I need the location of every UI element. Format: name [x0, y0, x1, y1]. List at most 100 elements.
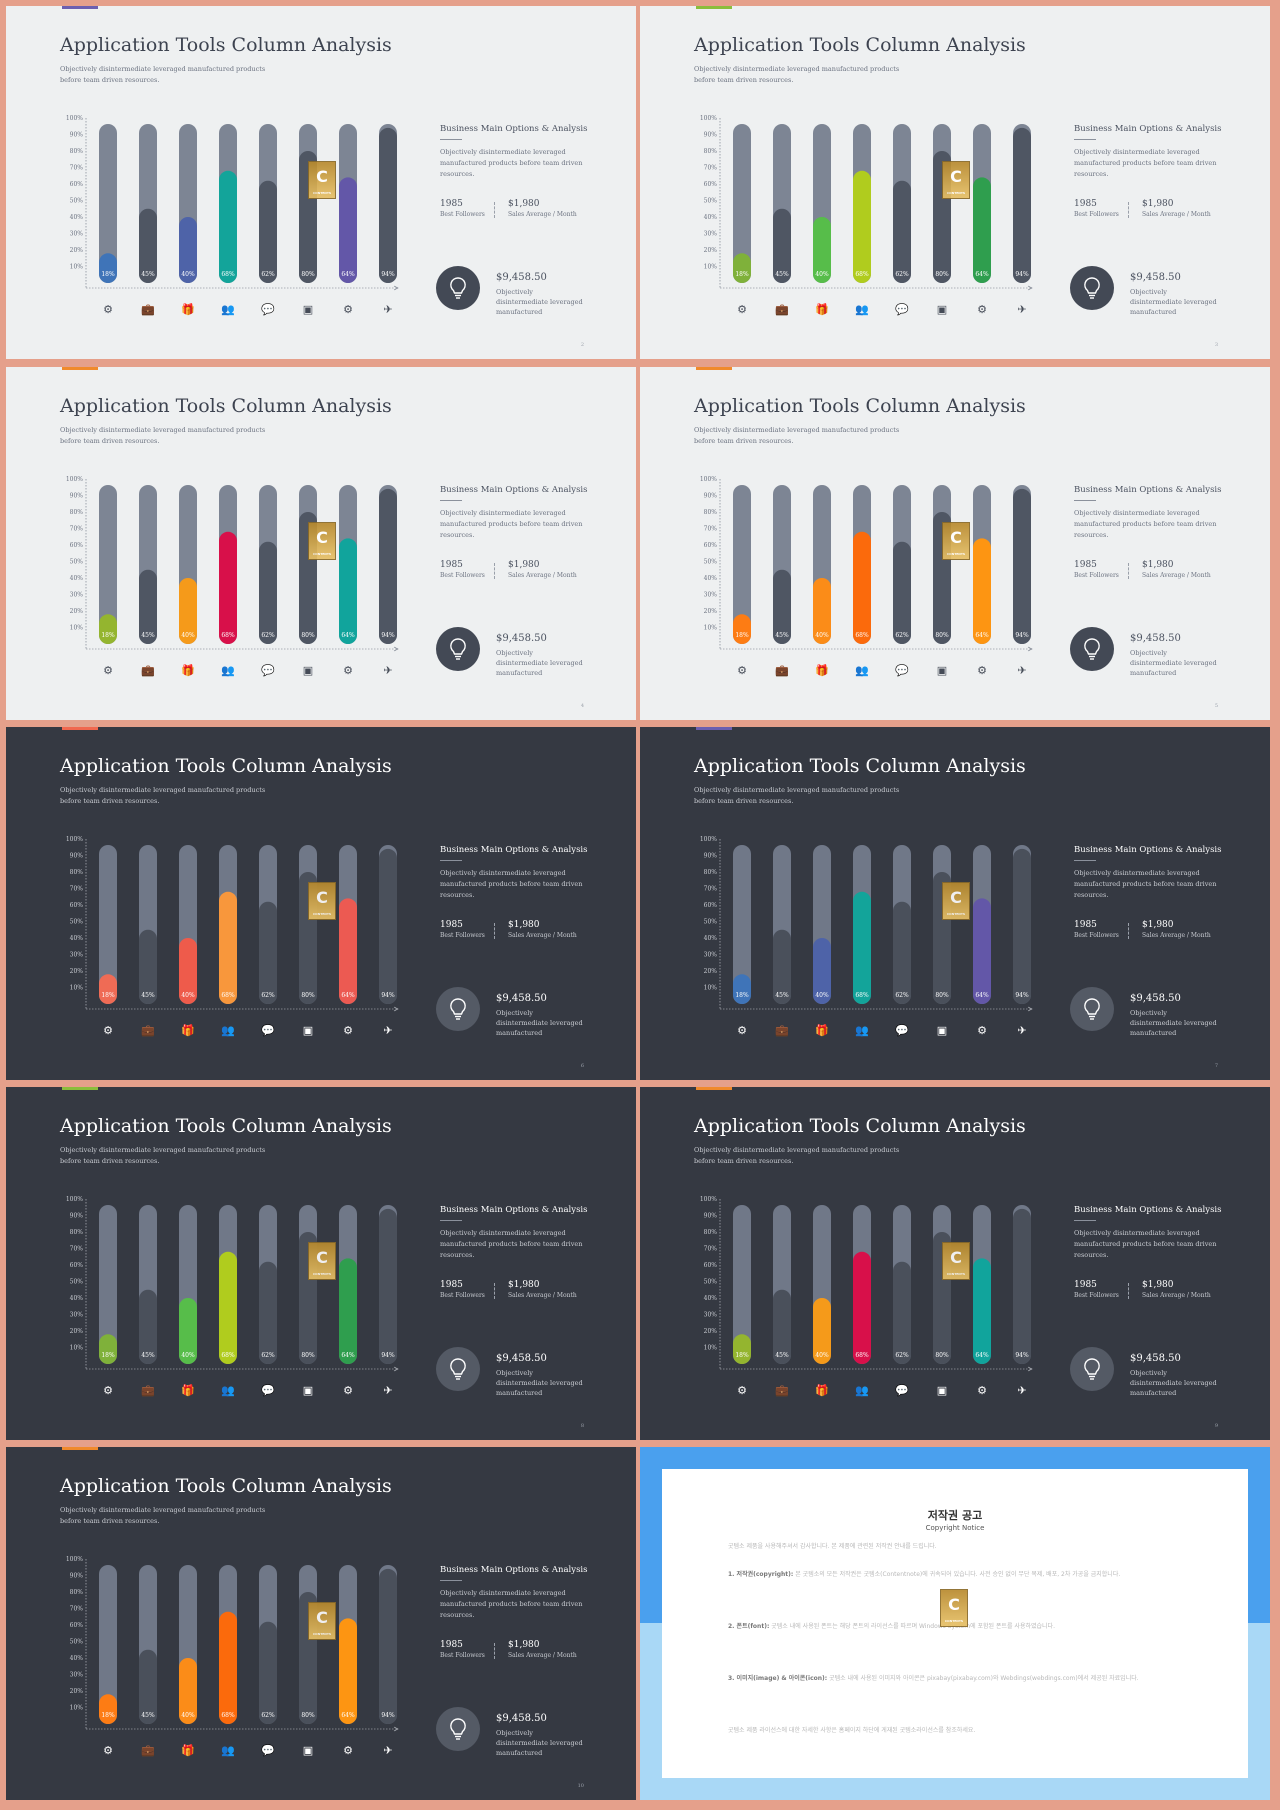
bar-value-label: 45%	[141, 1712, 155, 1719]
stat-followers-value: 1985	[440, 920, 463, 930]
bar-value-label: 64%	[975, 271, 989, 278]
bar-plane	[379, 1568, 397, 1724]
panel-description: Objectively disintermediate leveraged ma…	[440, 148, 583, 178]
column-chart: 10% 20% 30% 40% 50% 60% 70% 80% 90% 100% 18% 45% 40%…	[66, 476, 399, 652]
slide-thumbnail-6[interactable]: Application Tools Column Analysis Object…	[640, 727, 1270, 1080]
panel-title: Business Main Options & Analysis	[1074, 485, 1222, 495]
bar-track	[733, 124, 751, 283]
stat-sales-value: $1,980	[1142, 920, 1174, 930]
bar-value-label: 45%	[775, 992, 789, 999]
picture-icon: ▣	[936, 303, 948, 316]
bar-track	[99, 485, 117, 644]
page-number: 8	[580, 1423, 584, 1429]
slide-thumbnail-1[interactable]: Application Tools Column Analysis Object…	[6, 6, 636, 359]
y-tick-label: 50%	[704, 198, 718, 205]
panel-divider	[440, 1580, 462, 1581]
accent-line	[696, 727, 732, 730]
briefcase-icon: 💼	[141, 664, 155, 677]
panel-description: Objectively disintermediate leveraged ma…	[1074, 1229, 1217, 1259]
watermark-letter: C	[948, 1595, 960, 1614]
panel-divider	[1074, 500, 1096, 501]
money-description: Objectively disintermediate leveraged ma…	[496, 1369, 583, 1397]
gear-icon: ⚙	[977, 303, 987, 316]
slide-thumbnail-9[interactable]: Application Tools Column Analysis Object…	[6, 1447, 636, 1800]
x-axis-arrow	[393, 285, 399, 291]
panel-divider	[1074, 860, 1096, 861]
y-tick-label: 30%	[70, 592, 84, 599]
bar-plane	[1013, 127, 1031, 284]
bar-gift	[179, 217, 197, 283]
bar-plane	[379, 127, 397, 284]
watermark-letter: C	[316, 1248, 328, 1267]
picture-icon: ▣	[302, 664, 314, 677]
stat-sales-value: $1,980	[508, 199, 540, 209]
users-icon: 👥	[221, 303, 235, 316]
bar-value-label: 80%	[301, 992, 315, 999]
money-description: Objectively disintermediate leveraged ma…	[496, 288, 583, 316]
cogs-icon: ⚙	[103, 1024, 113, 1037]
slide-thumbnail-8[interactable]: Application Tools Column Analysis Object…	[640, 1087, 1270, 1440]
slide-thumbnail-7[interactable]: Application Tools Column Analysis Object…	[6, 1087, 636, 1440]
y-tick-label: 70%	[704, 1246, 718, 1253]
y-tick-label: 60%	[70, 1622, 84, 1629]
stat-followers-value: 1985	[1074, 920, 1097, 930]
y-tick-label: 40%	[70, 1655, 84, 1662]
bar-value-label: 68%	[855, 1352, 869, 1359]
y-tick-label: 80%	[704, 148, 718, 155]
bar-value-label: 80%	[935, 632, 949, 639]
panel-divider	[440, 860, 462, 861]
stat-followers-value: 1985	[440, 1640, 463, 1650]
slide-thumbnail-4[interactable]: Application Tools Column Analysis Object…	[640, 367, 1270, 720]
money-description: Objectively disintermediate leveraged ma…	[496, 1729, 583, 1757]
y-tick-label: 40%	[704, 1295, 718, 1302]
comments-icon: 💬	[895, 1024, 909, 1037]
bar-value-label: 40%	[815, 1352, 829, 1359]
slide-title: Application Tools Column Analysis	[60, 34, 392, 56]
bar-briefcase	[139, 929, 157, 1004]
y-tick-label: 20%	[70, 1688, 84, 1695]
bar-settings	[99, 253, 117, 283]
slide-thumbnail-2[interactable]: Application Tools Column Analysis Object…	[640, 6, 1270, 359]
lightbulb-icon	[436, 266, 480, 310]
bar-briefcase	[773, 929, 791, 1004]
users-icon: 👥	[855, 1384, 869, 1397]
bar-briefcase	[139, 208, 157, 283]
watermark-text: CONTENTS	[312, 1632, 332, 1636]
stat-divider	[494, 202, 495, 218]
bar-track	[99, 1205, 117, 1364]
users-icon: 👥	[221, 1744, 235, 1757]
watermark-logo: C CONTENTS	[940, 1589, 968, 1627]
y-tick-label: 10%	[70, 1705, 84, 1712]
accent-line	[62, 367, 98, 370]
panel-title: Business Main Options & Analysis	[440, 485, 588, 495]
users-icon: 👥	[221, 1024, 235, 1037]
cogs-icon: ⚙	[103, 1744, 113, 1757]
gear-icon: ⚙	[343, 303, 353, 316]
stat-divider	[1128, 1283, 1129, 1299]
bar-value-label: 45%	[141, 1352, 155, 1359]
watermark-logo: C CONTENTS	[942, 1242, 970, 1280]
briefcase-icon: 💼	[141, 1744, 155, 1757]
slide-thumbnail-3[interactable]: Application Tools Column Analysis Object…	[6, 367, 636, 720]
money-value: $9,458.50	[1130, 1353, 1181, 1364]
lightbulb-icon	[436, 987, 480, 1031]
y-tick-label: 60%	[704, 902, 718, 909]
bar-value-label: 64%	[975, 632, 989, 639]
slide-title: Application Tools Column Analysis	[694, 755, 1026, 777]
y-tick-label: 60%	[704, 542, 718, 549]
slide-thumbnail-5[interactable]: Application Tools Column Analysis Object…	[6, 727, 636, 1080]
stat-followers-label: Best Followers	[440, 932, 485, 939]
stat-followers-label: Best Followers	[1074, 572, 1119, 579]
y-tick-label: 70%	[70, 165, 84, 172]
watermark-logo: C CONTENTS	[308, 522, 336, 560]
slide-title: Application Tools Column Analysis	[60, 755, 392, 777]
briefcase-icon: 💼	[775, 664, 789, 677]
money-value: $9,458.50	[496, 1713, 547, 1724]
stat-sales-value: $1,980	[1142, 1280, 1174, 1290]
stat-followers-label: Best Followers	[440, 211, 485, 218]
page-number: 10	[577, 1783, 584, 1789]
slide-subtitle: Objectively disintermediate leveraged ma…	[60, 1506, 266, 1525]
copyright-slide[interactable]: 저작권 공고 Copyright Notice 굿템소 제품을 사용해주셔서 감…	[640, 1447, 1270, 1800]
bar-gear	[973, 538, 991, 644]
bar-value-label: 68%	[221, 1352, 235, 1359]
